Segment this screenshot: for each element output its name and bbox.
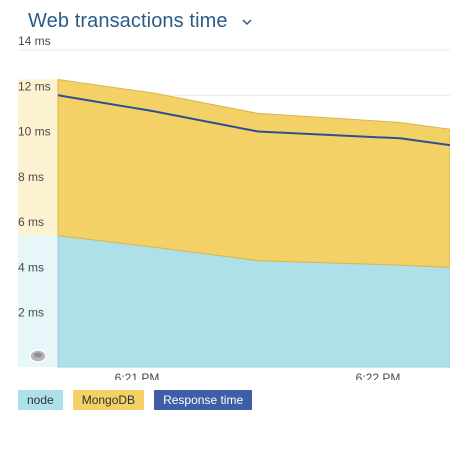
x-tick-label: 6:21 PM [115, 371, 160, 380]
y-tick-label: 10 ms [18, 125, 51, 139]
y-tick-label: 6 ms [18, 215, 44, 229]
web-transactions-chart[interactable]: 2 ms 4 ms 6 ms 8 ms 10 ms 12 ms 14 ms 6:21 PM 6:… [0, 0, 450, 380]
y-tick-label: 12 ms [18, 79, 51, 93]
y-tick-label: 8 ms [18, 170, 44, 184]
chevron-down-icon [242, 18, 252, 25]
chart-title: Web transactions time [28, 10, 228, 32]
area-mongodb [57, 78, 450, 268]
chart-title-dropdown[interactable]: Web transactions time [28, 10, 252, 33]
drag-handle-inner [34, 352, 42, 358]
y-tick-label: 4 ms [18, 260, 44, 274]
hover-band-mongodb [18, 79, 58, 236]
y-tick-label: 14 ms [18, 34, 51, 48]
legend-mongodb[interactable]: MongoDB [72, 390, 145, 410]
legend-response-time[interactable]: Response time [154, 390, 253, 410]
chart-legend: node MongoDB Response time [18, 390, 253, 410]
legend-node[interactable]: node [18, 390, 63, 410]
y-tick-label: 2 ms [18, 306, 44, 320]
line-response-time [57, 94, 450, 147]
hover-band-node [18, 235, 58, 367]
x-tick-label: 6:22 PM [356, 371, 401, 380]
